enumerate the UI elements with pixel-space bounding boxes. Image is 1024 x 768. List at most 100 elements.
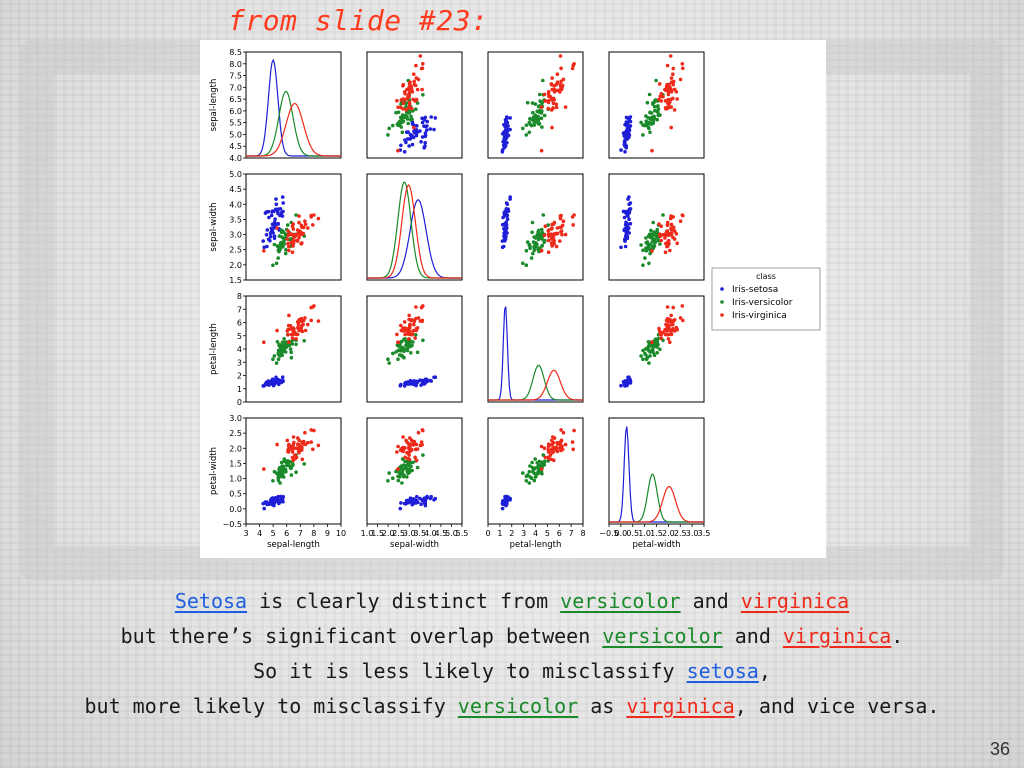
scatter-point-versicolor (400, 130, 405, 135)
scatter-point-setosa (399, 501, 403, 505)
scatter-point-versicolor (540, 460, 545, 465)
scatter-point-virginica (548, 453, 553, 457)
scatter-point-versicolor (639, 120, 643, 125)
scatter-point-virginica (311, 447, 315, 452)
scatter-point-virginica (407, 313, 411, 318)
scatter-point-versicolor (415, 101, 420, 105)
legend-box (711, 267, 821, 331)
scatter-point-setosa (273, 217, 277, 221)
scatter-point-versicolor (655, 104, 660, 109)
scatter-point-virginica (297, 229, 301, 233)
scatter-point-versicolor (394, 350, 398, 354)
scatter-point-versicolor (527, 242, 532, 247)
scatter-point-versicolor (532, 235, 536, 239)
scatter-point-setosa (408, 499, 412, 504)
scatter-point-virginica (650, 249, 654, 253)
scatter-point-versicolor (279, 241, 283, 245)
scatter-point-virginica (550, 87, 554, 92)
scatter-point-virginica (549, 241, 554, 245)
scatter-point-virginica (309, 428, 313, 432)
scatter-point-versicolor (271, 479, 275, 483)
y-tick-label: 3.5 (229, 215, 242, 224)
scatter-point-setosa (280, 214, 285, 218)
scatter-point-setosa (402, 150, 407, 154)
scatter-point-virginica (669, 105, 673, 109)
x-tick-label: 2.5 (392, 529, 405, 538)
scatter-point-versicolor (284, 341, 288, 346)
scatter-point-virginica (303, 316, 307, 320)
scatter-point-setosa (274, 202, 279, 207)
y-tick-label: 4.5 (229, 142, 242, 151)
scatter-point-virginica (675, 241, 679, 246)
y-tick-label: 1.5 (229, 276, 242, 285)
scatter-point-virginica (290, 224, 295, 228)
scatter-point-virginica (420, 87, 424, 92)
scatter-point-versicolor (648, 110, 652, 115)
scatter-point-virginica (669, 76, 674, 80)
scatter-point-virginica (413, 316, 418, 321)
scatter-point-virginica (669, 329, 673, 333)
scatter-point-virginica (546, 91, 551, 96)
scatter-point-virginica (659, 238, 664, 243)
scatter-point-virginica (543, 99, 548, 103)
scatter-point-versicolor (280, 467, 284, 471)
y-axis-label: petal-length (209, 323, 219, 375)
scatter-point-virginica (407, 446, 411, 451)
scatter-point-versicolor (406, 121, 410, 126)
scatter-point-versicolor (537, 92, 542, 97)
scatter-point-virginica (555, 449, 560, 454)
scatter-point-virginica (671, 305, 675, 310)
scatter-point-versicolor (527, 481, 532, 485)
scatter-point-setosa (500, 506, 505, 511)
scatter-point-virginica (407, 330, 411, 335)
x-tick-label: 7 (569, 529, 574, 538)
subplot-frame (245, 295, 342, 403)
scatter-point-versicolor (540, 227, 544, 232)
scatter-point-virginica (555, 231, 560, 236)
scatter-point-virginica (571, 223, 575, 227)
scatter-point-setosa (411, 122, 416, 127)
caption-line-4: but more likely to misclassify versicolo… (0, 689, 1024, 724)
scatter-point-versicolor (651, 344, 656, 349)
caption-highlight-red: virginica (782, 624, 892, 648)
scatter-point-setosa (627, 231, 631, 235)
legend-marker-setosa (720, 287, 724, 291)
scatter-point-virginica (402, 90, 407, 94)
subplot-frame (245, 173, 342, 281)
scatter-point-virginica (546, 228, 551, 232)
scatter-point-virginica (542, 92, 547, 97)
scatter-point-setosa (269, 213, 274, 218)
legend-title: class (756, 272, 776, 281)
scatter-point-virginica (659, 224, 663, 228)
scatter-point-versicolor (279, 474, 283, 479)
scatter-point-virginica (668, 85, 672, 90)
scatter-point-virginica (412, 72, 416, 76)
scatter-point-virginica (306, 226, 310, 230)
scatter-point-virginica (669, 214, 673, 218)
scatter-point-versicolor (641, 357, 645, 362)
subplot-frame (608, 295, 705, 403)
scatter-point-setosa (423, 380, 428, 384)
scatter-point-virginica (286, 449, 290, 454)
y-tick-label: 0.5 (229, 490, 242, 499)
scatter-point-versicolor (648, 242, 652, 247)
scatter-point-setosa (419, 140, 423, 144)
scatter-point-versicolor (533, 457, 537, 461)
x-tick-label: 6 (284, 529, 289, 538)
y-tick-label: 3 (237, 358, 242, 367)
scatter-point-virginica (296, 449, 301, 454)
scatter-point-setosa (429, 115, 433, 119)
scatter-point-virginica (664, 107, 668, 111)
scatter-point-virginica (415, 87, 420, 92)
subplot-frame (608, 417, 705, 525)
scatter-point-versicolor (397, 344, 402, 349)
scatter-point-virginica (554, 102, 559, 107)
scatter-point-setosa (399, 143, 403, 148)
scatter-point-virginica (539, 248, 544, 253)
scatter-point-versicolor (276, 256, 280, 260)
scatter-point-virginica (401, 107, 405, 111)
scatter-point-setosa (504, 503, 508, 508)
scatter-point-versicolor (288, 347, 293, 351)
scatter-point-setosa (278, 207, 283, 211)
scatter-point-versicolor (276, 476, 280, 481)
